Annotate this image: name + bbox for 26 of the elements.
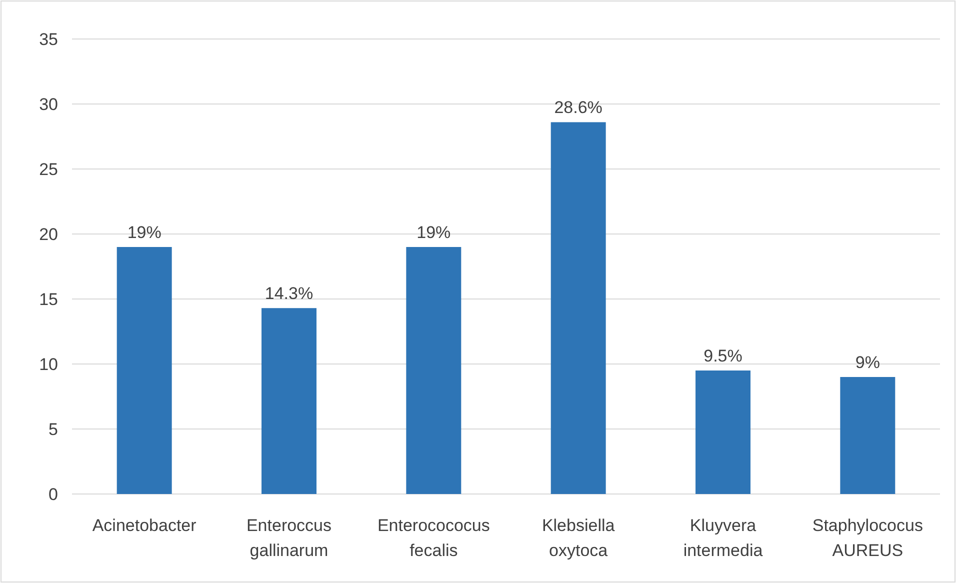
y-tick-label: 5 [48,420,58,439]
y-tick-label: 15 [39,290,58,309]
x-tick-label: Kluyvera intermedia [683,516,764,560]
bar [840,377,896,494]
data-label: 9.5% [704,346,742,366]
data-label: 19% [416,223,451,242]
y-tick-label: 20 [39,224,58,244]
y-tick-label: 0 [48,484,58,504]
x-tick-label: Acinetobacter [92,516,197,535]
bar [262,308,316,494]
y-tick-label: 35 [39,30,58,49]
data-label: 28.6% [554,98,602,118]
bar [550,122,606,494]
data-label: 19% [127,223,162,242]
bar [696,370,750,494]
y-tick-label: 10 [39,354,58,374]
x-tick-label: Enteroccus gallinarum [246,516,332,560]
y-tick-label: 25 [39,160,58,179]
x-tick-label: Staphylococus AUREUS [812,516,923,560]
bar [406,247,462,494]
x-tick-label: Klebsiella oxytoca [542,516,616,560]
data-label: 9% [855,353,880,372]
bar [116,247,172,494]
x-tick-label: Enterocococus fecalis [377,516,490,560]
data-label: 14.3% [264,284,314,304]
y-tick-label: 30 [39,94,58,114]
